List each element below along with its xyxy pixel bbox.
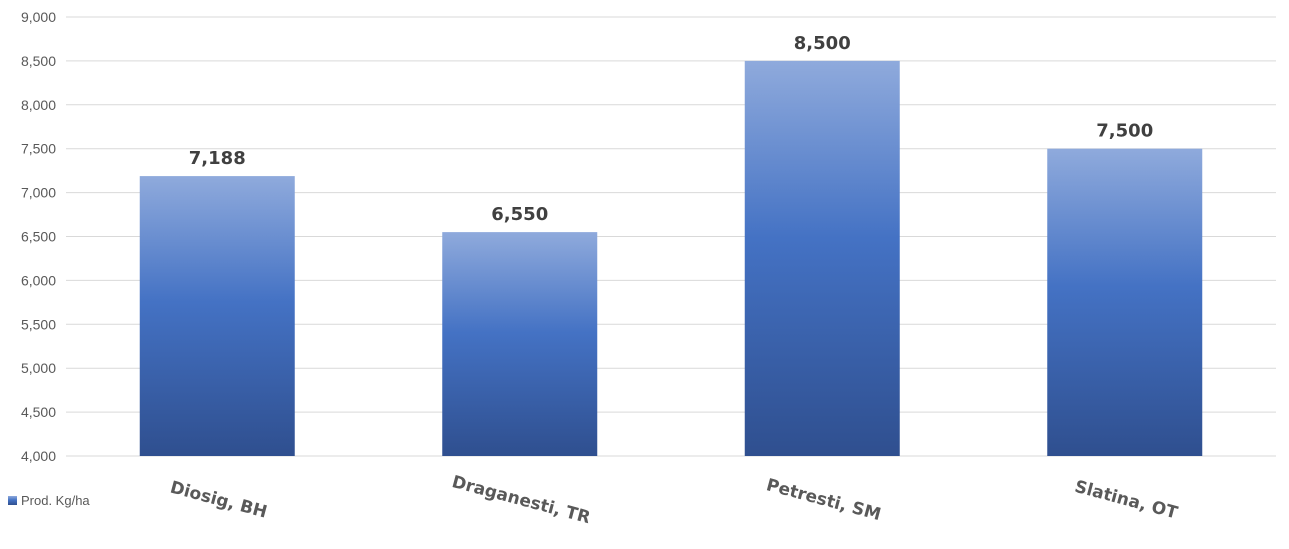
bar[interactable] (442, 232, 598, 456)
x-category-label: Draganesti, TR (450, 472, 593, 528)
x-axis-category-labels: Diosig, BH Draganesti, TR Petresti, SM Slat… (168, 472, 1180, 528)
bar[interactable] (1047, 148, 1203, 456)
data-label: 7,500 (1096, 121, 1153, 142)
y-tick-label: 5,000 (21, 360, 56, 376)
y-tick-label: 9,000 (21, 9, 56, 25)
data-labels: 7,188 6,550 8,500 7,500 (189, 33, 1153, 225)
y-tick-label: 5,500 (21, 316, 56, 332)
y-tick-label: 7,500 (21, 141, 56, 157)
y-tick-label: 4,000 (21, 448, 56, 464)
y-tick-label: 8,000 (21, 97, 56, 113)
bars (139, 60, 1203, 457)
y-tick-label: 4,500 (21, 404, 56, 420)
bar[interactable] (744, 60, 900, 457)
legend[interactable]: Prod. Kg/ha (8, 493, 90, 508)
data-label: 6,550 (491, 204, 548, 225)
y-axis-tick-labels: 4,000 4,500 5,000 5,500 6,000 6,500 7,000 7,500… (21, 9, 56, 464)
y-tick-label: 8,500 (21, 53, 56, 69)
data-label: 7,188 (189, 148, 246, 169)
y-tick-label: 6,500 (21, 229, 56, 245)
x-category-label: Petresti, SM (764, 475, 883, 525)
y-tick-label: 7,000 (21, 185, 56, 201)
y-tick-label: 6,000 (21, 272, 56, 288)
x-category-label: Diosig, BH (168, 478, 269, 523)
legend-label: Prod. Kg/ha (21, 493, 90, 508)
bar[interactable] (139, 176, 295, 456)
x-category-label: Slatina, OT (1073, 477, 1180, 524)
data-label: 8,500 (794, 33, 851, 54)
legend-swatch (8, 496, 17, 505)
